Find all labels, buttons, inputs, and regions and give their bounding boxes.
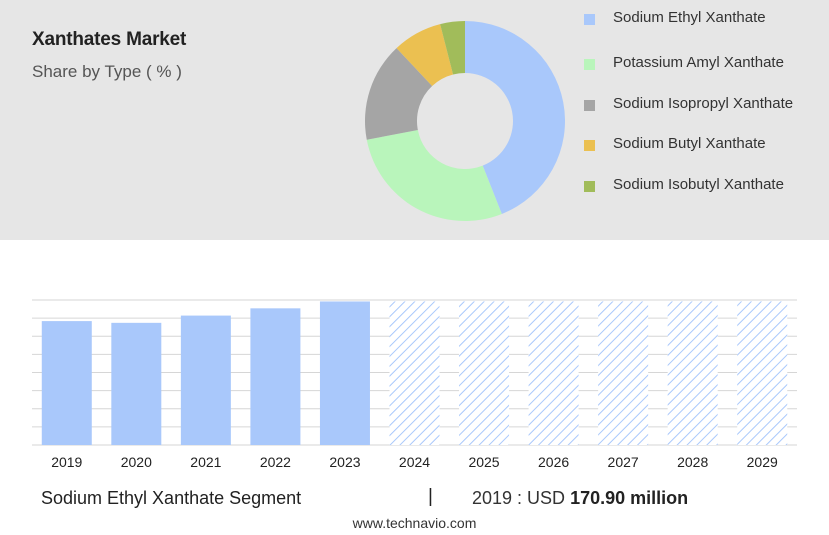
bar-chart: 2019 2020 2021 2022 2023 2024 2025 2026 2027 2028…	[32, 299, 797, 470]
chart-subtitle: Share by Type ( % )	[32, 62, 182, 81]
donut-slice-sodium-isopropyl-xanthate	[365, 48, 433, 140]
footer-segment-label: Sodium Ethyl Xanthate Segment	[41, 488, 302, 508]
x-tick-label: 2020	[121, 454, 152, 470]
legend-label: Sodium Ethyl Xanthate	[613, 9, 766, 26]
bar-2019	[41, 321, 92, 445]
x-tick-label: 2022	[260, 454, 291, 470]
bar-2020	[111, 322, 162, 445]
x-tick-label: 2023	[329, 454, 360, 470]
x-tick-label: 2028	[677, 454, 708, 470]
legend-swatch	[584, 140, 595, 151]
forecast-bar-2026	[528, 301, 579, 445]
bar-2023	[319, 301, 370, 445]
forecast-bar-2024	[389, 301, 440, 445]
bar-2022	[250, 308, 301, 445]
x-tick-label: 2025	[468, 454, 499, 470]
legend-swatch	[584, 59, 595, 70]
legend-label: Potassium Amyl Xanthate	[613, 54, 784, 71]
website-link[interactable]: www.technavio.com	[352, 515, 477, 531]
forecast-bar-2029	[737, 301, 788, 445]
footer-separator: |	[428, 486, 433, 507]
donut-slice-sodium-butyl-xanthate	[396, 24, 454, 87]
donut-chart	[365, 21, 565, 221]
legend-swatch	[584, 100, 595, 111]
forecast-bar-2025	[459, 301, 510, 445]
footer-value: 2019 : USD 170.90 million	[472, 488, 688, 509]
x-tick-label: 2027	[608, 454, 639, 470]
chart-title: Xanthates Market	[32, 29, 187, 50]
x-tick-label: 2024	[399, 454, 430, 470]
legend-label: Sodium Butyl Xanthate	[613, 135, 766, 152]
forecast-bar-2028	[667, 301, 718, 445]
footer-value-amount: 170.90 million	[570, 488, 689, 508]
x-tick-label: 2026	[538, 454, 569, 470]
x-tick-label: 2021	[190, 454, 221, 470]
donut-slice-potassium-amyl-xanthate	[366, 129, 502, 221]
x-tick-label: 2029	[747, 454, 778, 470]
footer-value-prefix: 2019 : USD	[472, 488, 566, 508]
x-tick-label: 2019	[51, 454, 82, 470]
legend-swatch	[584, 181, 595, 192]
legend-swatch	[584, 14, 595, 25]
donut-slice-sodium-ethyl-xanthate	[465, 21, 565, 214]
forecast-bar-2027	[598, 301, 649, 445]
legend-label: Sodium Isopropyl Xanthate	[613, 95, 794, 112]
bar-2021	[180, 315, 231, 445]
donut-slice-sodium-isobutyl-xanthate	[440, 21, 465, 75]
legend-label: Sodium Isobutyl Xanthate	[613, 176, 784, 193]
